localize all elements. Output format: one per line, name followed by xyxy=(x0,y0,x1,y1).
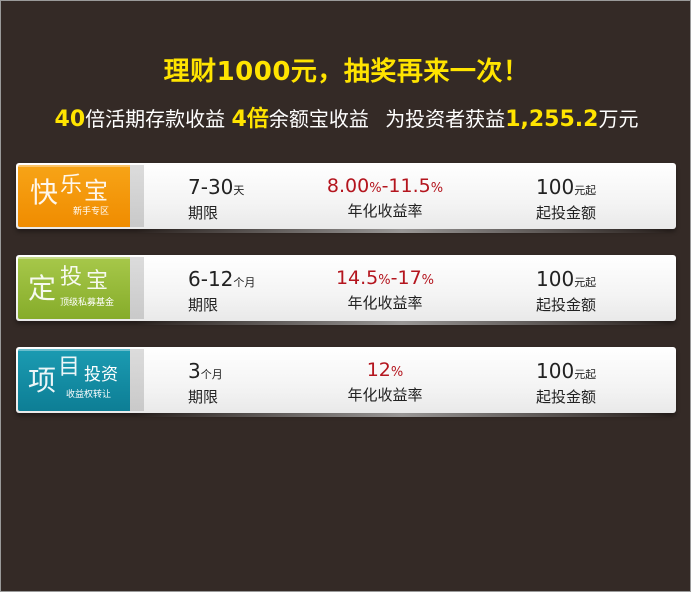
min-value: 100 xyxy=(536,175,575,199)
stat-multiplier-yuebao: 4倍 xyxy=(231,107,269,132)
rate-from: 8.00 xyxy=(326,175,370,197)
rate-from: 12 xyxy=(366,359,391,381)
min-invest-cell: 100元起 起投金额 xyxy=(536,359,596,407)
period-value: 7-30 xyxy=(188,175,234,199)
period-unit: 个月 xyxy=(233,276,256,289)
badge-char-2: 目 xyxy=(58,355,81,380)
period-cell: 7-30天 期限 xyxy=(188,175,244,223)
stat-text-investor: 为投资者获益 xyxy=(385,107,506,131)
badge-subtitle: 顶级私募基金 xyxy=(60,298,115,308)
min-invest-cell: 100元起 起投金额 xyxy=(536,175,596,223)
product-card-kuailebao[interactable]: 快 乐 宝 新手专区 7-30天 期限 8.00%-11.5% 年化收益率 10… xyxy=(16,163,676,233)
period-label: 期限 xyxy=(188,204,219,222)
rate-from-unit: % xyxy=(390,365,404,380)
badge-subtitle: 收益权转让 xyxy=(66,390,112,400)
badge-char-2: 乐 xyxy=(60,173,83,198)
period-unit: 个月 xyxy=(200,368,223,381)
badge-char-3: 宝 xyxy=(86,269,109,294)
rate-to: 11.5 xyxy=(388,175,431,197)
period-unit: 天 xyxy=(233,184,245,197)
badge-notch xyxy=(130,165,144,227)
product-card-xiangmu[interactable]: 项 目 投资 收益权转让 3个月 期限 12% 年化收益率 100元起 起投金额 xyxy=(16,347,676,417)
rate-cell: 14.5%-17% 年化收益率 xyxy=(306,267,464,313)
badge-notch xyxy=(130,257,144,319)
badge-char-3: 宝 xyxy=(84,177,108,205)
rate-sep: - xyxy=(390,267,398,289)
period-label: 期限 xyxy=(188,296,219,314)
rate-cell: 8.00%-11.5% 年化收益率 xyxy=(306,175,464,221)
min-value: 100 xyxy=(536,267,575,291)
period-cell: 3个月 期限 xyxy=(188,359,223,407)
product-badge: 定 投 宝 顶级私募基金 xyxy=(18,257,130,319)
stats-line: 40倍活期存款收益 4倍余额宝收益 为投资者获益1,255.2万元 xyxy=(1,101,691,133)
rate-to-unit: % xyxy=(421,273,435,288)
min-label: 起投金额 xyxy=(536,204,597,222)
rate-cell: 12% 年化收益率 xyxy=(306,359,464,405)
badge-subtitle: 新手专区 xyxy=(73,207,110,217)
stat-multiplier-demand: 40 xyxy=(54,107,86,132)
min-value: 100 xyxy=(536,359,575,383)
rate-from: 14.5 xyxy=(335,267,379,289)
badge-char-1: 项 xyxy=(28,364,57,397)
badge-char-3: 投资 xyxy=(84,365,118,385)
min-label: 起投金额 xyxy=(536,296,597,314)
rate-label: 年化收益率 xyxy=(347,294,423,312)
min-unit: 元起 xyxy=(574,276,597,289)
rate-label: 年化收益率 xyxy=(347,202,423,220)
badge-char-2: 投 xyxy=(60,265,83,290)
headline: 理财1000元，抽奖再来一次！ xyxy=(163,57,530,87)
rate-from-unit: % xyxy=(369,181,382,196)
period-label: 期限 xyxy=(188,388,219,406)
stat-total-earnings: 1,255.2 xyxy=(505,107,599,132)
product-card-dingtoubao[interactable]: 定 投 宝 顶级私募基金 6-12个月 期限 14.5%-17% 年化收益率 1… xyxy=(16,255,676,325)
stat-unit: 万元 xyxy=(598,107,639,131)
period-cell: 6-12个月 期限 xyxy=(188,267,255,315)
rate-to: 17 xyxy=(397,267,422,289)
period-value: 3 xyxy=(188,359,201,383)
min-unit: 元起 xyxy=(574,184,597,197)
product-badge: 快 乐 宝 新手专区 xyxy=(18,165,130,227)
period-value: 6-12 xyxy=(188,267,234,291)
rate-sep: - xyxy=(381,175,389,197)
product-badge: 项 目 投资 收益权转让 xyxy=(18,349,130,411)
badge-notch xyxy=(130,349,144,411)
rate-from-unit: % xyxy=(378,273,391,288)
stat-text-demand: 倍活期存款收益 xyxy=(85,107,226,131)
min-invest-cell: 100元起 起投金额 xyxy=(536,267,596,315)
rate-to-unit: % xyxy=(430,181,444,196)
stat-text-yuebao: 余额宝收益 xyxy=(268,107,369,131)
min-label: 起投金额 xyxy=(536,388,597,406)
badge-char-1: 快 xyxy=(30,176,59,209)
min-unit: 元起 xyxy=(574,368,597,381)
rate-label: 年化收益率 xyxy=(347,386,423,404)
badge-char-1: 定 xyxy=(28,272,57,305)
